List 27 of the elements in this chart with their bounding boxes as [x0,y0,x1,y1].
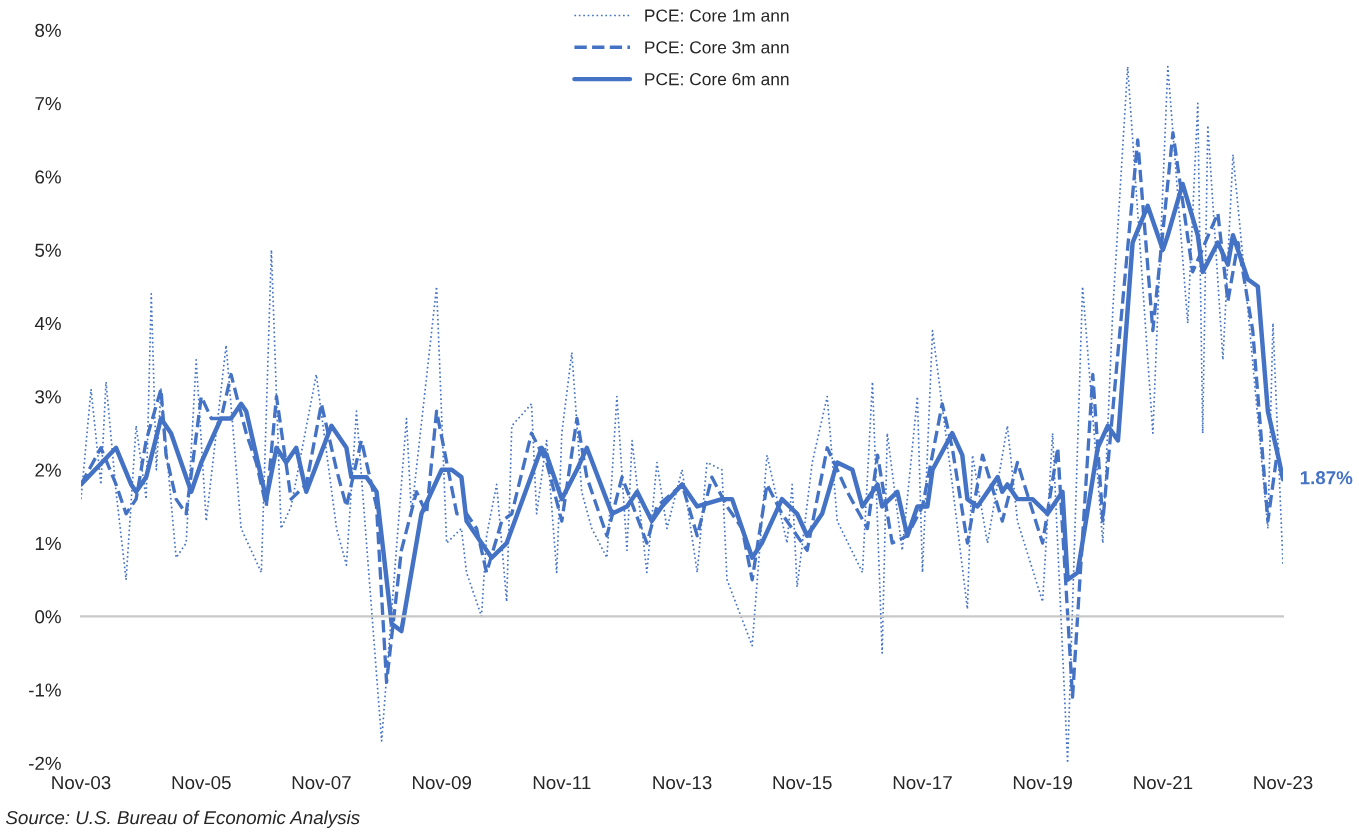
y-tick-label: 4% [34,316,61,331]
x-tick-label: Nov-17 [893,776,952,790]
legend-label: PCE: Core 6m ann [645,73,789,86]
x-tick-label: Nov-07 [292,776,351,790]
x-tick-label: Nov-09 [413,776,472,790]
legend-label: PCE: Core 1m ann [645,9,789,22]
x-tick-label: Nov-21 [1134,776,1193,790]
y-tick-label: -2% [29,756,61,770]
x-tick-label: Nov-23 [1254,776,1313,790]
source-note: Source: U.S. Bureau of Economic Analysis [5,810,360,828]
y-tick-label: 5% [35,243,61,257]
x-tick-label: Nov-05 [172,776,231,790]
y-tick-label: 2% [35,463,61,477]
y-tick-label: 6% [35,170,61,184]
y-tick-label: 1% [35,536,61,551]
y-tick-label: 8% [35,23,61,37]
y-tick-label: 7% [35,97,61,111]
legend-label: PCE: Core 3m ann [645,41,789,54]
x-tick-label: Nov-19 [1013,776,1072,790]
y-tick-label: -1% [29,683,61,697]
x-tick-label: Nov-15 [773,776,832,790]
y-tick-label: 0% [35,610,61,624]
x-tick-label: Nov-13 [653,776,712,790]
x-tick-label: Nov-03 [52,776,111,790]
x-tick-label: Nov-11 [533,776,591,790]
y-tick-label: 3% [35,390,61,404]
annotation: 1.87% [1300,471,1353,485]
